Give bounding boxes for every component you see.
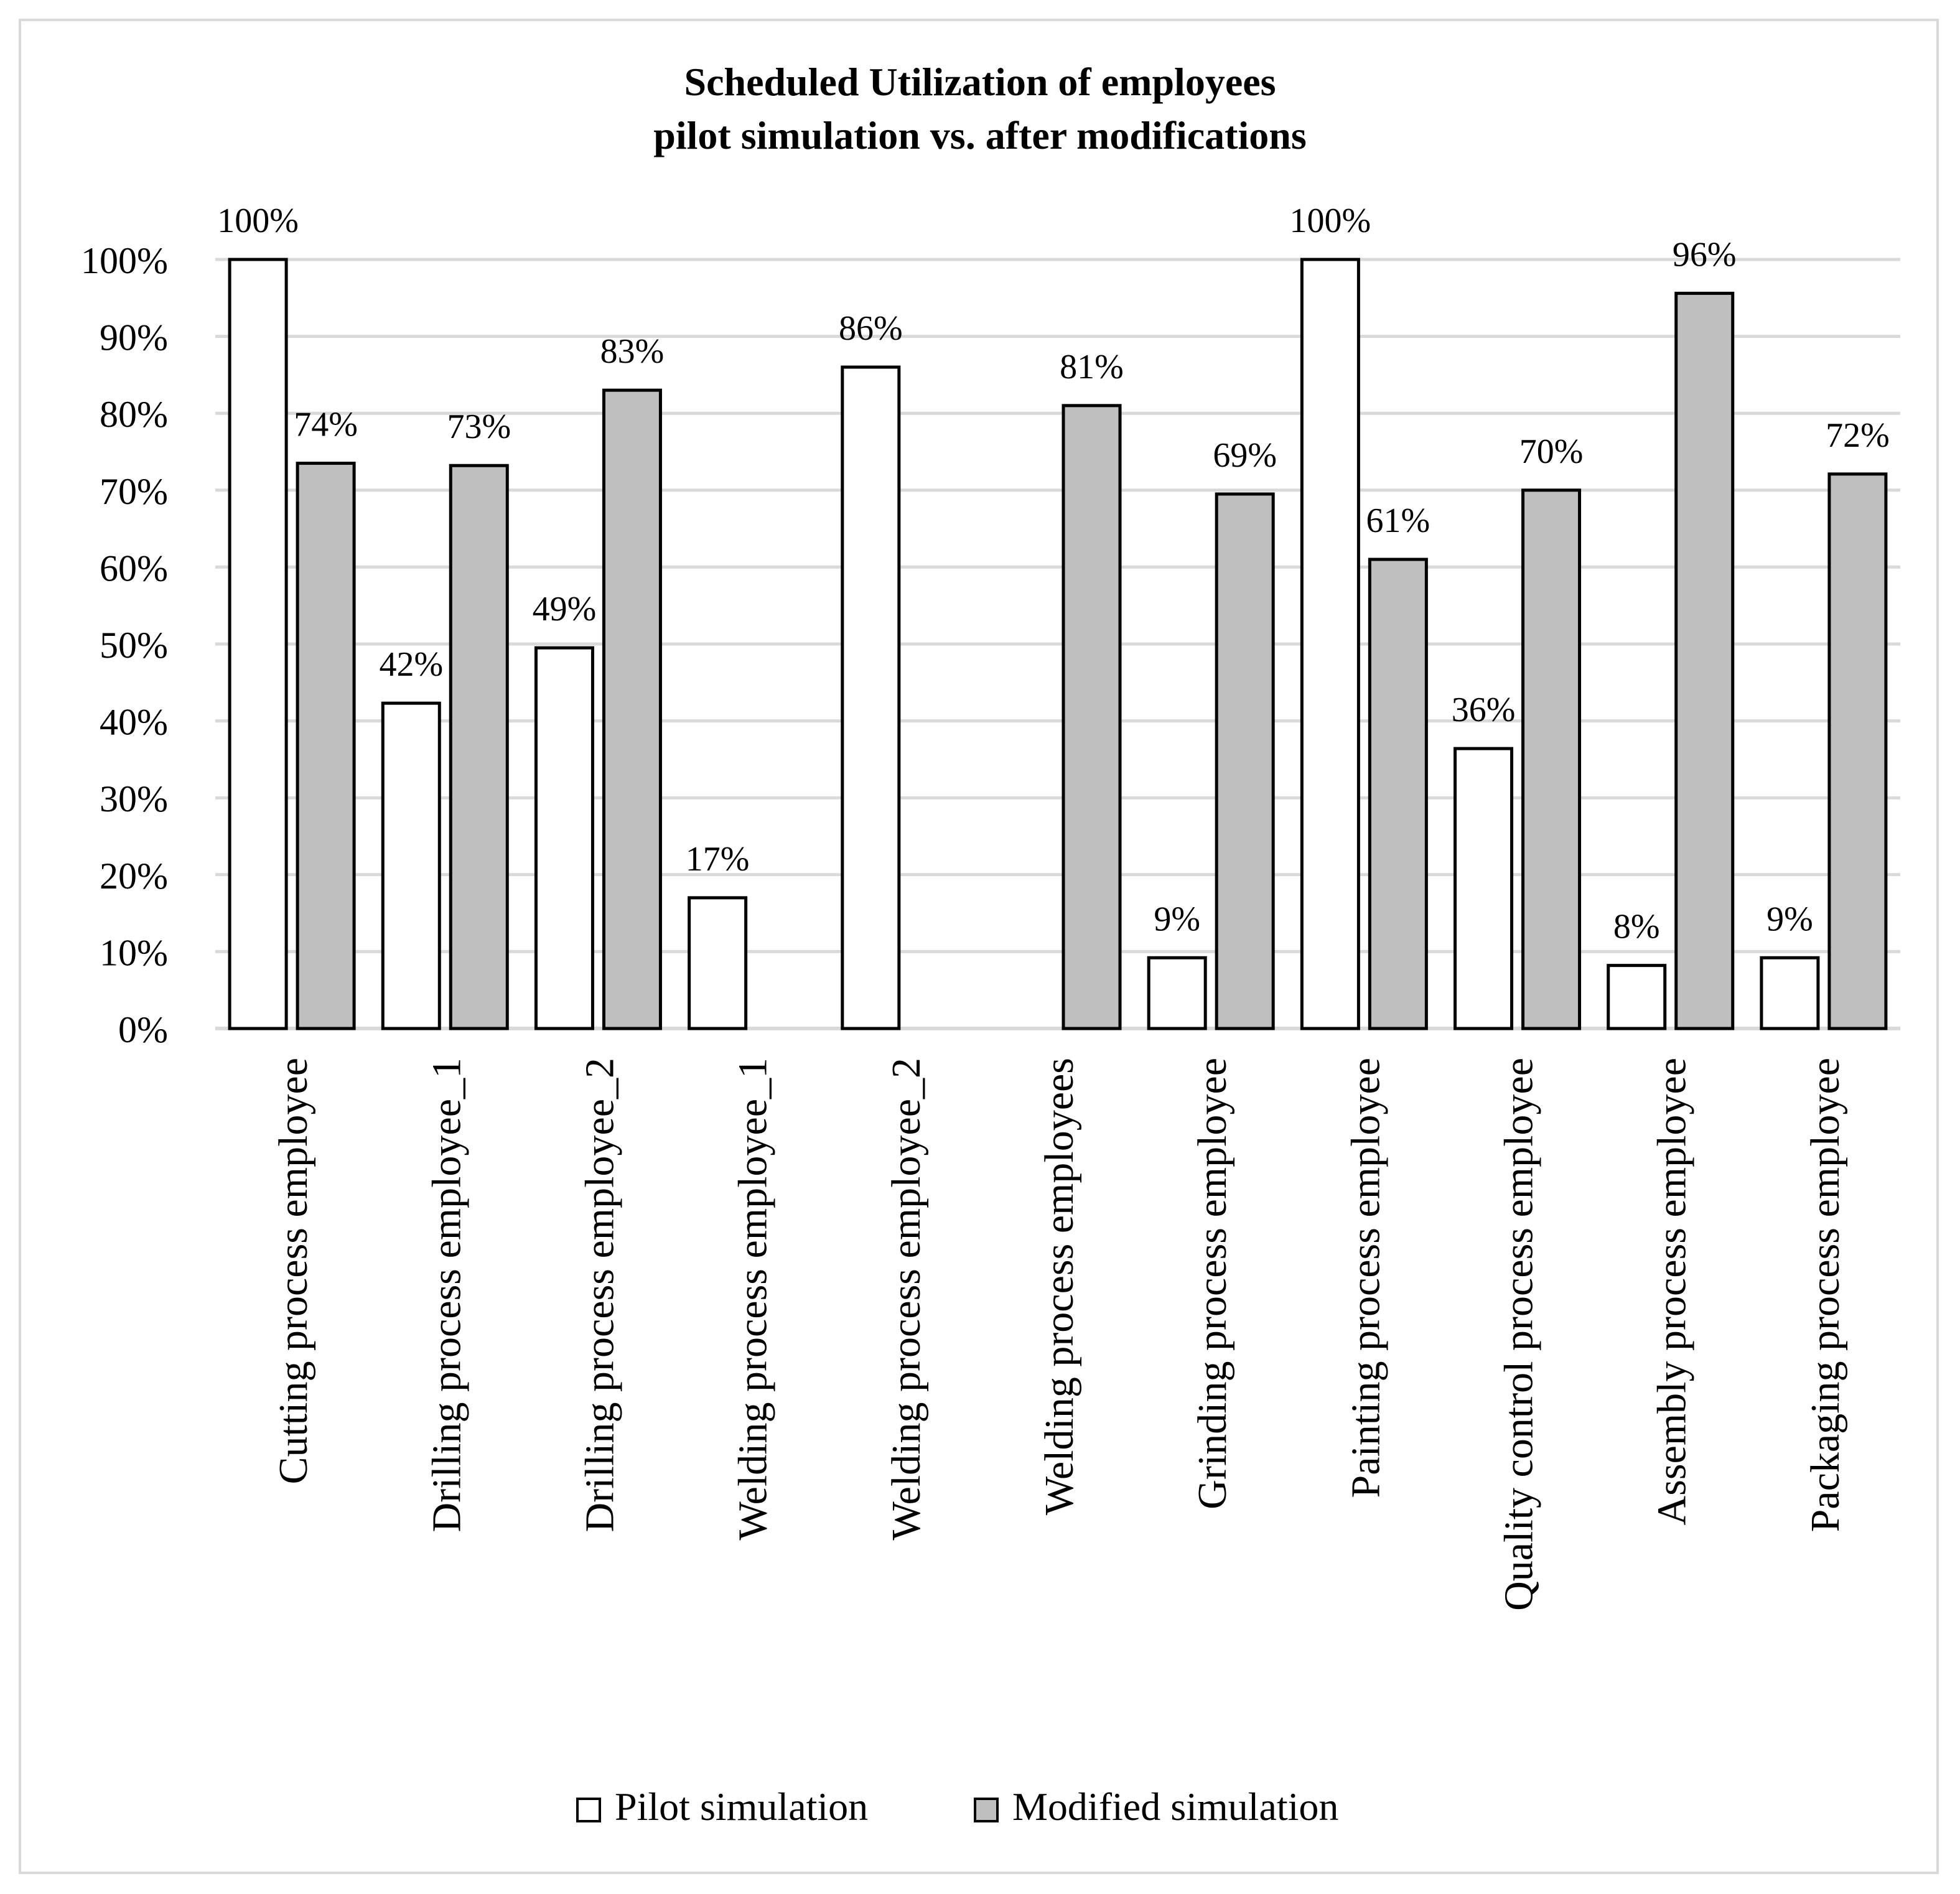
data-label: 83% — [600, 332, 665, 371]
category-label: Welding process employee_2 — [884, 1058, 929, 1540]
data-label: 49% — [533, 590, 597, 628]
data-label: 86% — [839, 309, 903, 348]
legend-swatch — [974, 1798, 999, 1822]
y-tick-label: 60% — [100, 548, 168, 589]
data-label: 74% — [294, 406, 358, 444]
legend-swatch — [576, 1798, 601, 1822]
data-label: 96% — [1673, 235, 1737, 274]
bar-pilot — [534, 646, 594, 1030]
y-tick-label: 30% — [100, 778, 168, 819]
data-label: 100% — [217, 202, 299, 240]
bar-pilot — [841, 365, 901, 1030]
y-tick-label: 40% — [100, 702, 168, 743]
category-label: Welding process employee_1 — [730, 1058, 776, 1540]
bar-modified — [1062, 404, 1122, 1030]
category-label: Drilling process employee_2 — [577, 1058, 622, 1532]
y-axis-ticks: 0% 10% 20% 30% 40% 50% 60% 70% 80% 90% 100% — [81, 240, 168, 1050]
y-tick-label: 10% — [100, 932, 168, 973]
bar-modified — [602, 388, 662, 1030]
y-tick-label: 20% — [100, 856, 168, 897]
data-label: 81% — [1060, 348, 1124, 386]
bar-pilot — [688, 896, 748, 1030]
bar-pilot — [1760, 956, 1820, 1030]
bar-pilot — [1607, 964, 1667, 1030]
category-label: Drilling process employee_1 — [424, 1058, 469, 1532]
data-label: 69% — [1213, 436, 1277, 475]
data-label: 9% — [1766, 900, 1813, 938]
chart-title: Scheduled Utilization of employees — [684, 60, 1276, 104]
data-labels: 100% 74% 42% 73% 49% 83% 17% 86% 81% 9% 69% 100% 61%… — [217, 202, 1889, 946]
data-label: 42% — [379, 645, 443, 684]
bar-modified — [449, 464, 509, 1030]
bar-pilot — [381, 701, 441, 1030]
category-label: Cutting process employee — [271, 1058, 316, 1485]
category-labels: Cutting process employee Drilling process… — [271, 1058, 1848, 1611]
category-label: Packaging process employee — [1803, 1058, 1848, 1532]
category-label: Painting process employee — [1343, 1058, 1388, 1498]
legend-label: Pilot simulation — [615, 1784, 868, 1829]
data-label: 100% — [1290, 202, 1371, 240]
data-label: 17% — [686, 840, 750, 879]
legend: Pilot simulation Modified simulation — [576, 1784, 1338, 1829]
bar-modified — [1827, 472, 1888, 1030]
y-tick-label: 90% — [100, 317, 168, 358]
data-label: 8% — [1613, 908, 1660, 946]
bar-modified — [1521, 488, 1582, 1030]
y-tick-label: 70% — [100, 471, 168, 512]
y-tick-label: 0% — [118, 1009, 168, 1050]
bars — [228, 258, 1888, 1030]
bar-modified — [1215, 492, 1275, 1030]
data-label: 36% — [1452, 691, 1516, 729]
bar-modified — [1674, 291, 1735, 1030]
bar-pilot — [1300, 258, 1360, 1030]
bar-modified — [296, 462, 356, 1030]
bar-pilot — [1454, 747, 1514, 1030]
legend-label: Modified simulation — [1012, 1784, 1338, 1829]
data-label: 70% — [1519, 432, 1584, 471]
bar-pilot — [228, 258, 288, 1030]
bar-pilot — [1147, 956, 1207, 1030]
bar-modified — [1368, 557, 1428, 1030]
data-label: 61% — [1366, 501, 1430, 540]
data-label: 72% — [1826, 416, 1890, 455]
data-label: 73% — [447, 408, 511, 446]
category-label: Grinding process employee — [1190, 1058, 1235, 1509]
y-tick-label: 50% — [100, 625, 168, 666]
category-label: Welding process employees — [1037, 1058, 1082, 1515]
data-label: 9% — [1154, 900, 1200, 938]
category-label: Quality control process employee — [1496, 1058, 1542, 1611]
category-label: Assembly process employee — [1650, 1058, 1695, 1526]
chart-subtitle: pilot simulation vs. after modifications — [653, 113, 1307, 157]
y-tick-label: 80% — [100, 394, 168, 435]
y-tick-label: 100% — [81, 240, 168, 281]
